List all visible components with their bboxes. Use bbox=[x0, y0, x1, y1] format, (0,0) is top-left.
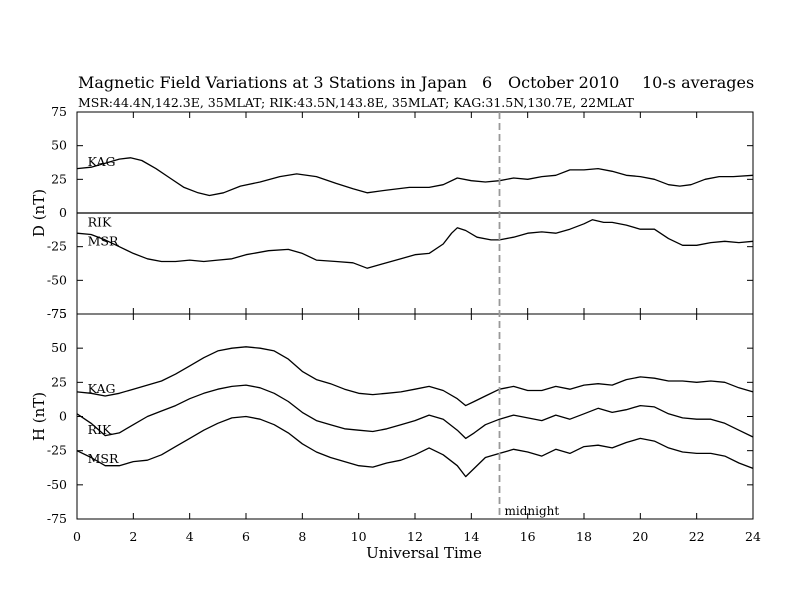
x-tick-label: 22 bbox=[689, 529, 705, 544]
series-label-kag: KAG bbox=[88, 154, 116, 169]
x-tick-label: 8 bbox=[298, 529, 306, 544]
y-tick-label: 50 bbox=[51, 138, 67, 153]
midnight-label: midnight bbox=[505, 504, 560, 518]
x-axis-label: Universal Time bbox=[366, 544, 482, 562]
y-axis-label: H (nT) bbox=[30, 392, 48, 441]
chart-date-month-year: October 2010 bbox=[508, 73, 619, 92]
x-tick-label: 2 bbox=[129, 529, 137, 544]
chart-title: Magnetic Field Variations at 3 Stations … bbox=[78, 73, 467, 92]
y-tick-label: 75 bbox=[51, 104, 67, 119]
y-tick-label: 0 bbox=[59, 205, 67, 220]
chart-date-day: 6 bbox=[482, 73, 492, 92]
chart-subtitle: MSR:44.4N,142.3E, 35MLAT; RIK:43.5N,143.… bbox=[78, 95, 635, 110]
y-tick-label: 25 bbox=[51, 374, 67, 389]
series-label-kag: KAG bbox=[88, 381, 116, 396]
series-line-rik bbox=[76, 219, 754, 269]
y-tick-label: -25 bbox=[47, 443, 67, 458]
series-line-kag bbox=[76, 346, 754, 407]
horizontal-panel: -75 -50 -25 0 25 50 75 H (nT) KAG RIK MSR bbox=[30, 306, 754, 526]
x-tick-label: 12 bbox=[407, 529, 423, 544]
series-line-kag bbox=[76, 157, 754, 197]
declination-panel: -75 -50 -25 0 25 50 75 D (nT) KAG RIK MSR bbox=[30, 104, 754, 321]
x-tick-label: 4 bbox=[186, 529, 194, 544]
y-tick-label: 0 bbox=[59, 409, 67, 424]
x-tick-label: 14 bbox=[463, 529, 479, 544]
x-tick-label: 0 bbox=[73, 529, 81, 544]
y-tick-label: -75 bbox=[47, 306, 67, 321]
x-tick-label: 20 bbox=[632, 529, 648, 544]
series-label-msr: MSR bbox=[88, 233, 119, 248]
series-line-rik bbox=[76, 384, 754, 440]
x-axis: 0 2 4 6 8 10 12 14 16 18 20 22 24 bbox=[73, 529, 761, 544]
y-tick-label: -50 bbox=[47, 477, 67, 492]
y-tick-label: 25 bbox=[51, 171, 67, 186]
y-tick-label: -50 bbox=[47, 272, 67, 287]
y-tick-label: 75 bbox=[51, 306, 67, 321]
y-tick-label: -75 bbox=[47, 511, 67, 526]
series-line-msr bbox=[76, 415, 754, 478]
midnight-marker: midnight bbox=[498, 112, 560, 519]
y-tick-label: 50 bbox=[51, 340, 67, 355]
x-tick-label: 24 bbox=[745, 529, 761, 544]
series-label-rik: RIK bbox=[88, 422, 112, 437]
x-tick-label: 18 bbox=[576, 529, 592, 544]
x-tick-label: 6 bbox=[242, 529, 250, 544]
y-tick-label: -25 bbox=[47, 239, 67, 254]
y-axis-label: D (nT) bbox=[30, 189, 48, 237]
x-tick-label: 10 bbox=[351, 529, 367, 544]
x-tick-label: 16 bbox=[520, 529, 536, 544]
panel-frame bbox=[76, 313, 754, 520]
series-label-msr: MSR bbox=[88, 451, 119, 466]
chart-averaging-note: 10-s averages bbox=[642, 73, 754, 92]
series-label-rik: RIK bbox=[88, 214, 112, 229]
